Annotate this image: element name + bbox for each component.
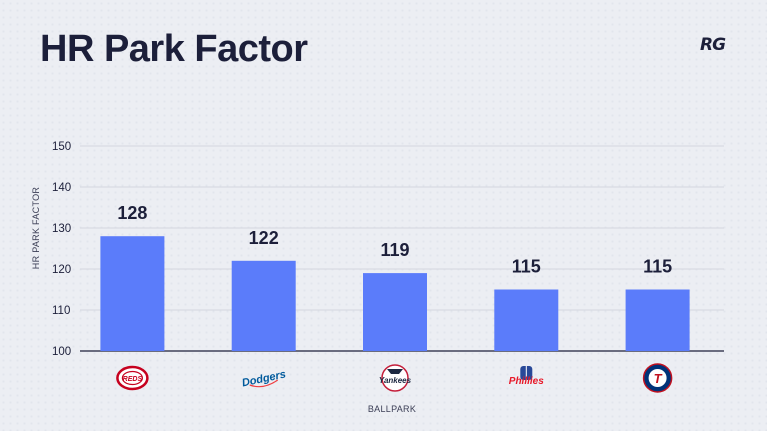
rangers-logo: T: [642, 363, 673, 393]
bar-dodgers: [231, 260, 296, 351]
data-label: 119: [380, 240, 409, 260]
bar-reds: [100, 236, 165, 351]
bar-yankees: [363, 273, 427, 351]
x-axis-label: BALLPARK: [368, 404, 416, 414]
page-title: HR Park Factor: [40, 28, 308, 70]
y-tick-label: 150: [52, 141, 71, 153]
y-tick-label: 120: [52, 264, 71, 276]
svg-text:REDS: REDS: [123, 376, 143, 383]
bar-phillies: [494, 289, 559, 351]
yankees-logo: Yankees: [379, 364, 412, 392]
data-label: 122: [249, 228, 279, 248]
bar-rangers: [625, 289, 690, 351]
y-tick-label: 130: [52, 223, 71, 235]
y-axis-label: HR PARK FACTOR: [31, 187, 41, 270]
svg-text:Yankees: Yankees: [379, 376, 412, 385]
svg-text:Phillies: Phillies: [509, 376, 544, 387]
data-label: 115: [643, 257, 672, 277]
data-label: 128: [117, 203, 147, 223]
reds-logo: REDS: [116, 365, 149, 391]
brand-logo: RG: [700, 35, 726, 55]
y-tick-label: 110: [52, 305, 70, 317]
y-tick-label: 140: [52, 182, 71, 194]
dodgers-logo: Dodgers: [241, 368, 287, 389]
svg-text:T: T: [654, 371, 663, 386]
data-label: 115: [512, 257, 541, 277]
y-tick-label: 100: [52, 346, 71, 358]
phillies-logo: Phillies: [509, 366, 544, 387]
